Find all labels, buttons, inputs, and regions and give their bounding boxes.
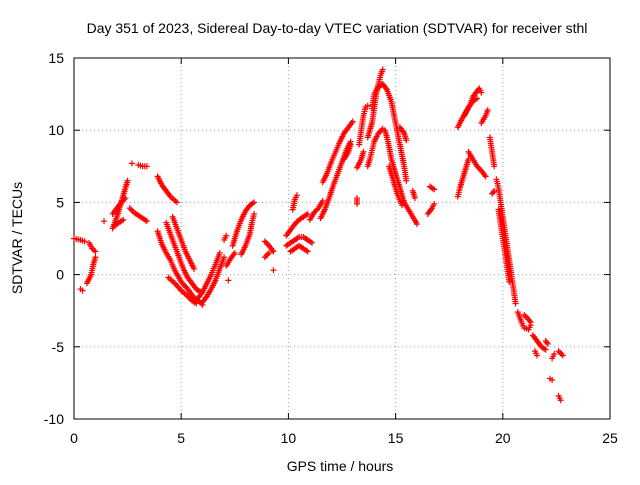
data-point-plus <box>559 352 566 359</box>
data-point-plus <box>79 287 86 294</box>
data-point-plus <box>482 173 489 180</box>
data-points <box>71 66 566 404</box>
data-point-plus <box>506 278 513 285</box>
data-point-plus <box>270 248 277 255</box>
data-point-plus <box>414 221 421 228</box>
y-tick-label: -10 <box>44 411 64 427</box>
data-point-plus <box>542 346 549 353</box>
data-point-plus <box>293 192 300 199</box>
data-point-plus <box>349 118 356 125</box>
x-tick-label: 5 <box>177 430 185 446</box>
data-point-plus <box>557 397 564 404</box>
x-tick-label: 20 <box>495 430 511 446</box>
data-point-plus <box>308 239 315 246</box>
data-point-plus <box>549 377 556 384</box>
data-point-plus <box>411 195 418 202</box>
data-point-plus <box>544 340 551 347</box>
data-point-plus <box>143 163 150 170</box>
data-point-plus <box>251 210 258 217</box>
data-point-plus <box>474 95 481 102</box>
x-axis-label: GPS time / hours <box>287 458 394 474</box>
x-tick-label: 0 <box>70 430 78 446</box>
data-point-plus <box>251 199 258 206</box>
data-point-plus <box>512 300 519 307</box>
x-tick-label: 15 <box>388 430 404 446</box>
data-point-plus <box>266 249 273 256</box>
data-point-plus <box>491 187 498 194</box>
data-point-plus <box>81 238 88 245</box>
y-tick-label: 0 <box>56 267 64 283</box>
data-point-plus <box>231 249 238 256</box>
data-point-plus <box>403 137 410 144</box>
x-tick-label: 25 <box>602 430 618 446</box>
data-point-plus <box>221 254 228 261</box>
y-tick-label: 15 <box>48 50 64 66</box>
data-point-plus <box>347 141 354 148</box>
data-point-plus <box>216 249 223 256</box>
data-point-plus <box>101 218 108 225</box>
data-point-plus <box>120 216 127 223</box>
data-point-plus <box>270 267 277 274</box>
data-point-plus <box>128 160 135 167</box>
data-point-plus <box>379 66 386 73</box>
chart-title: Day 351 of 2023, Sidereal Day-to-day VTE… <box>87 20 588 36</box>
data-point-plus <box>491 163 498 170</box>
data-point-plus <box>399 202 406 209</box>
data-point-plus <box>354 200 361 207</box>
data-point-plus <box>173 199 180 206</box>
axis-ticks: 0 5 10 15 20 25 -10 -5 0 5 10 15 <box>44 50 618 446</box>
y-tick-label: -5 <box>52 339 65 355</box>
y-tick-label: 10 <box>48 122 64 138</box>
data-point-plus <box>551 351 558 358</box>
data-point-plus <box>431 200 438 207</box>
data-point-plus <box>225 277 232 284</box>
data-point-plus <box>431 186 438 193</box>
data-point-plus <box>304 248 311 255</box>
data-point-plus <box>478 89 485 96</box>
data-point-plus <box>191 265 198 272</box>
y-axis-label: SDTVAR / TECUs <box>9 182 25 294</box>
y-tick-label: 5 <box>56 194 64 210</box>
data-point-plus <box>124 177 131 184</box>
data-point-plus <box>92 254 99 261</box>
data-point-plus <box>527 319 534 326</box>
data-point-plus <box>360 148 367 155</box>
data-point-plus <box>193 300 200 307</box>
data-point-plus <box>143 218 150 225</box>
data-point-plus <box>534 352 541 359</box>
data-point-plus <box>92 248 99 255</box>
data-point-plus <box>122 195 129 202</box>
data-point-plus <box>364 102 371 109</box>
data-point-plus <box>223 232 230 239</box>
data-point-plus <box>319 197 326 204</box>
data-point-plus <box>304 210 311 217</box>
data-point-plus <box>484 106 491 113</box>
x-tick-label: 10 <box>281 430 297 446</box>
data-point-plus <box>403 177 410 184</box>
